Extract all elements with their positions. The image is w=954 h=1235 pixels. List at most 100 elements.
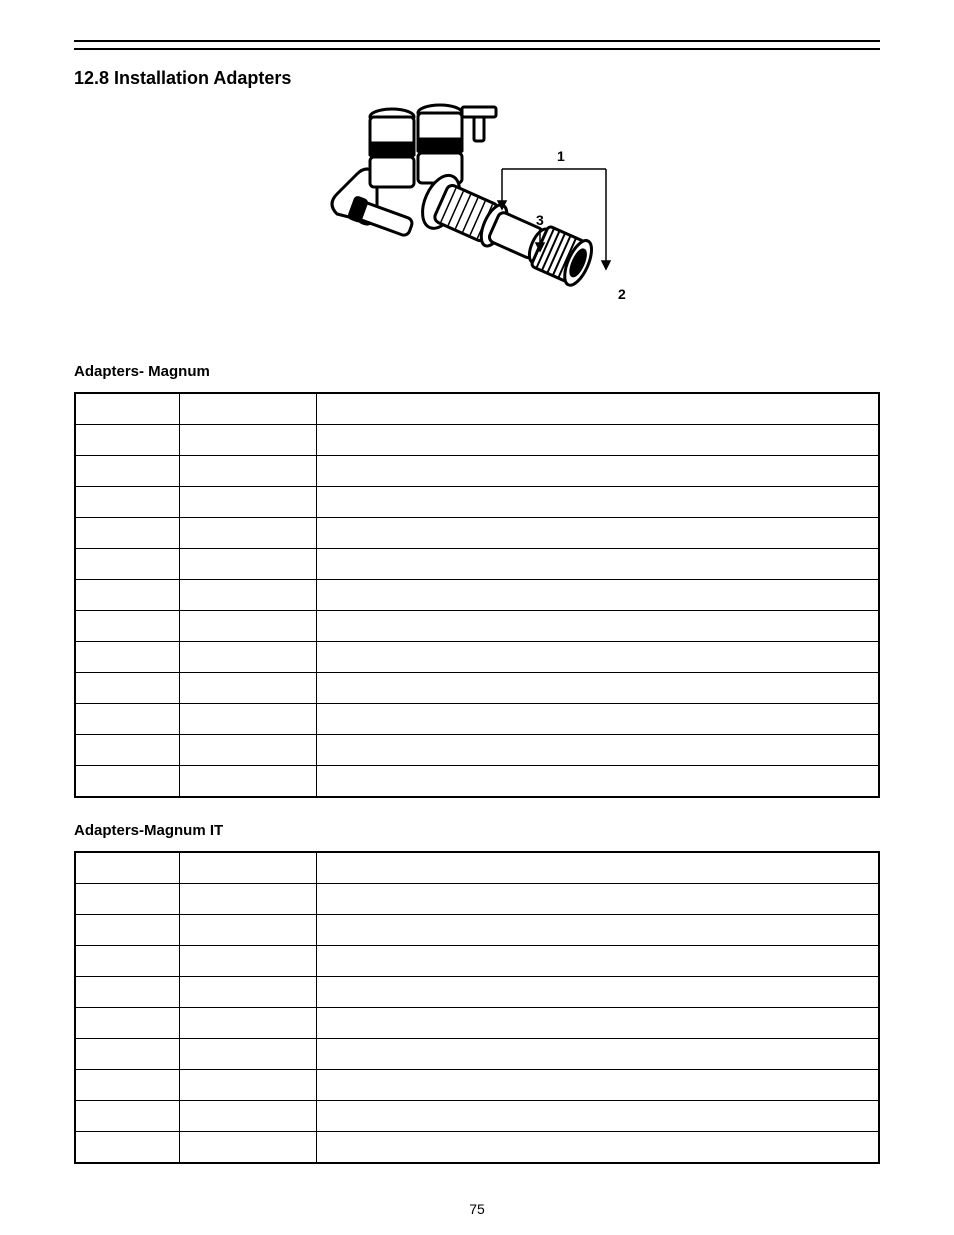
table-cell: [180, 1070, 317, 1101]
table-cell: [75, 611, 180, 642]
callout-3-label: 3: [536, 212, 544, 228]
table-cell: [180, 1008, 317, 1039]
table-cell: [316, 1101, 879, 1132]
table-cell: [180, 673, 317, 704]
table-cell: [316, 977, 879, 1008]
table-cell: [180, 393, 317, 425]
table-cell: [180, 735, 317, 766]
table-cell: [316, 1070, 879, 1101]
adapters-magnum-table: [74, 392, 880, 798]
table-cell: [75, 1101, 180, 1132]
table-cell: [316, 580, 879, 611]
table-cell: [75, 852, 180, 884]
table-cell: [75, 673, 180, 704]
table-row: [75, 884, 879, 915]
figure-container: 1 3 2: [74, 99, 880, 339]
table-cell: [75, 1039, 180, 1070]
table-cell: [316, 1039, 879, 1070]
table-cell: [316, 704, 879, 735]
table-row: [75, 611, 879, 642]
table-cell: [75, 735, 180, 766]
table-row: [75, 704, 879, 735]
section-title: 12.8 Installation Adapters: [74, 68, 880, 89]
table-cell: [180, 884, 317, 915]
table-cell: [75, 518, 180, 549]
table-cell: [316, 852, 879, 884]
table-cell: [180, 487, 317, 518]
table-cell: [180, 915, 317, 946]
table-row: [75, 977, 879, 1008]
table-row: [75, 425, 879, 456]
table-cell: [75, 425, 180, 456]
table-cell: [75, 1070, 180, 1101]
table-heading-magnum-it: Adapters-Magnum IT: [74, 822, 880, 839]
table-row: [75, 1101, 879, 1132]
table-cell: [316, 393, 879, 425]
table-row: [75, 735, 879, 766]
table-cell: [180, 1039, 317, 1070]
table-cell: [180, 642, 317, 673]
table-row: [75, 549, 879, 580]
table-cell: [180, 549, 317, 580]
table-cell: [180, 580, 317, 611]
table-row: [75, 1039, 879, 1070]
table-row: [75, 518, 879, 549]
table-cell: [316, 456, 879, 487]
table-row: [75, 766, 879, 798]
table-row: [75, 1132, 879, 1164]
table-cell: [75, 456, 180, 487]
table-row: [75, 487, 879, 518]
table-cell: [316, 1008, 879, 1039]
table-cell: [75, 1008, 180, 1039]
table-row: [75, 915, 879, 946]
table-cell: [180, 852, 317, 884]
table-cell: [180, 766, 317, 798]
table-cell: [75, 946, 180, 977]
table-cell: [180, 977, 317, 1008]
table-cell: [316, 915, 879, 946]
table-cell: [75, 915, 180, 946]
table-cell: [75, 766, 180, 798]
table-cell: [75, 704, 180, 735]
table-cell: [316, 425, 879, 456]
table-cell: [180, 518, 317, 549]
table-cell: [75, 884, 180, 915]
document-page: 12.8 Installation Adapters: [0, 0, 954, 1235]
table-row: [75, 673, 879, 704]
table-cell: [75, 393, 180, 425]
table-row: [75, 393, 879, 425]
table-cell: [316, 735, 879, 766]
table-cell: [180, 1101, 317, 1132]
table-row: [75, 852, 879, 884]
page-number: 75: [0, 1201, 954, 1217]
table-cell: [316, 611, 879, 642]
table-cell: [180, 611, 317, 642]
table-row: [75, 580, 879, 611]
table-heading-magnum: Adapters- Magnum: [74, 363, 880, 380]
table-cell: [316, 487, 879, 518]
table-cell: [75, 977, 180, 1008]
table-cell: [180, 1132, 317, 1164]
table-cell: [180, 425, 317, 456]
table-cell: [316, 673, 879, 704]
adapter-assembly-diagram: 1 3 2: [322, 99, 632, 339]
table-cell: [316, 884, 879, 915]
table-cell: [75, 1132, 180, 1164]
table-cell: [75, 642, 180, 673]
callout-1-label: 1: [557, 148, 565, 164]
table-cell: [316, 946, 879, 977]
table-cell: [180, 456, 317, 487]
table-cell: [316, 549, 879, 580]
table-cell: [316, 518, 879, 549]
table-cell: [316, 642, 879, 673]
table-row: [75, 946, 879, 977]
top-horizontal-rule: [74, 40, 880, 50]
table-row: [75, 1008, 879, 1039]
table-cell: [180, 704, 317, 735]
table-row: [75, 642, 879, 673]
callout-2-label: 2: [618, 286, 626, 302]
table-cell: [75, 549, 180, 580]
table-cell: [75, 487, 180, 518]
table-cell: [75, 580, 180, 611]
table-cell: [316, 766, 879, 798]
